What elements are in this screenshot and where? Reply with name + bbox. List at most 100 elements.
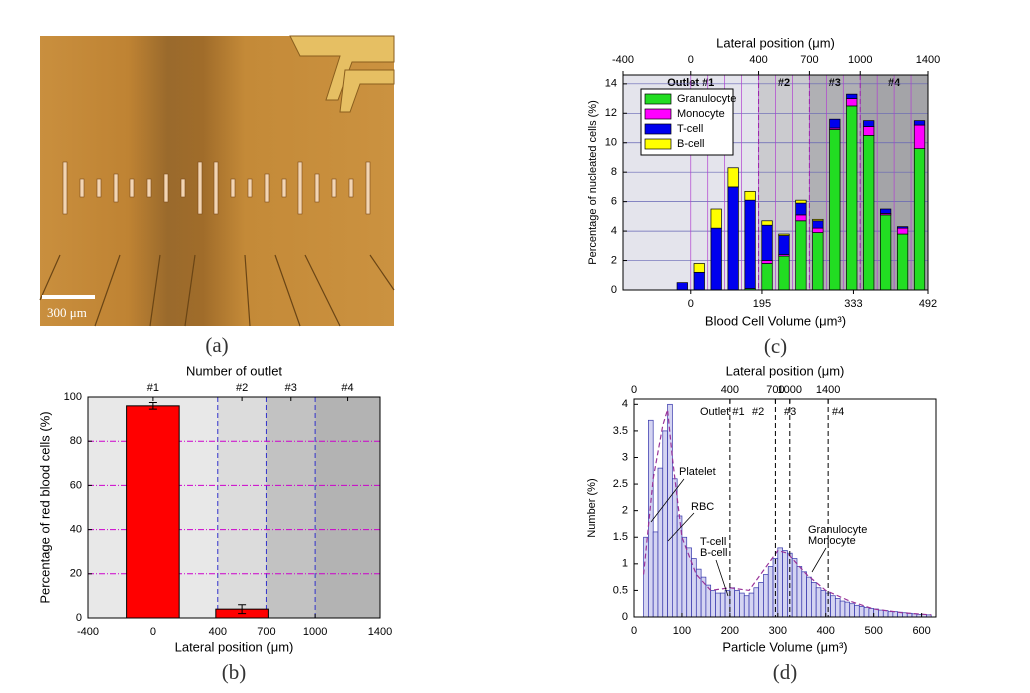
histogram-bar	[820, 590, 827, 618]
y-tick-label: 3	[622, 451, 628, 463]
histogram-bar	[796, 566, 803, 618]
legend-swatch	[644, 108, 672, 120]
y-tick-label: 8	[611, 166, 617, 178]
electrode-bar	[365, 161, 371, 215]
y-tick-label: 4	[622, 398, 628, 410]
bar-segment	[795, 214, 807, 222]
caption: (c)	[764, 334, 787, 358]
legend-swatch	[644, 93, 672, 105]
electrode-bar	[281, 178, 287, 198]
histogram-bar	[849, 603, 855, 618]
x2-tick-label: #3	[285, 382, 297, 394]
bar	[126, 405, 180, 619]
electrode-bar	[348, 178, 354, 198]
x-tick-label: 195	[753, 298, 771, 310]
region-label: #3	[829, 77, 841, 89]
y-tick-label: 80	[70, 435, 82, 447]
x-tick-label: 0	[688, 298, 694, 310]
region-label: #4	[888, 77, 901, 89]
region-label: #2	[778, 77, 790, 89]
histogram-bar	[743, 595, 750, 618]
electrode-bar	[113, 173, 119, 203]
histogram-bar	[858, 606, 865, 618]
histogram-bar	[782, 550, 788, 618]
x2-tick-label: 700	[766, 384, 784, 396]
bar-segment	[761, 224, 773, 261]
x-tick-label: 400	[209, 626, 227, 638]
bar-segment	[710, 227, 722, 291]
y-tick-label: 2	[611, 254, 617, 266]
y-tick-label: 12	[605, 107, 617, 119]
y-tick-label: 60	[70, 479, 82, 491]
x-tick-label: 492	[919, 298, 937, 310]
bar-segment	[812, 232, 824, 291]
x-tick-label: 0	[150, 626, 156, 638]
bar-segment	[812, 218, 824, 222]
x2-tick-label: #4	[341, 382, 353, 394]
histogram-bar	[806, 576, 812, 618]
x2-axis-title: Number of outlet	[186, 363, 282, 378]
bar-segment	[896, 233, 909, 291]
region	[266, 397, 316, 618]
bar-segment	[812, 220, 824, 229]
electrode-bar	[264, 173, 270, 203]
bar-segment	[727, 167, 739, 188]
legend-label: B-cell	[677, 138, 705, 150]
annotation: #3	[784, 406, 796, 418]
electrode-bar	[314, 173, 320, 203]
x-tick-label: 500	[865, 625, 883, 637]
x-tick-label: 1000	[303, 626, 327, 638]
bar-segment	[880, 208, 892, 214]
bar-segment	[913, 148, 926, 291]
histogram-bar	[715, 592, 721, 618]
electrode	[339, 69, 395, 113]
bar-segment	[795, 199, 807, 204]
histogram-bar	[734, 590, 740, 618]
bar-segment	[727, 186, 739, 291]
bar-segment	[846, 98, 858, 107]
scale-bar-label: 300 μm	[47, 305, 87, 320]
annotation: #2	[752, 406, 764, 418]
x-tick-label: 333	[844, 298, 862, 310]
x2-tick-label: 700	[800, 54, 818, 66]
legend-label: T-cell	[677, 123, 703, 135]
error-bar	[238, 604, 247, 615]
histogram-bar	[758, 582, 764, 618]
plot-frame	[633, 398, 937, 618]
bar-segment	[778, 233, 790, 236]
bar-segment	[778, 255, 790, 291]
histogram-bar	[777, 547, 783, 618]
channel-edge	[39, 254, 395, 327]
histogram-bar	[753, 587, 759, 618]
y-tick-label: 6	[611, 196, 617, 208]
y-tick-label: 1	[622, 558, 628, 570]
x2-tick-label: 400	[721, 384, 739, 396]
y-tick-label: 4	[611, 225, 617, 237]
histogram-bar	[825, 592, 831, 618]
histogram-bar	[863, 607, 870, 618]
electrode-bar	[213, 161, 219, 215]
x-tick-label: 0	[631, 625, 637, 637]
bar-segment	[880, 214, 892, 291]
y-tick-label: 2.5	[613, 478, 628, 490]
histogram-bar	[767, 566, 774, 618]
caption: (d)	[773, 660, 798, 684]
electrode-bar	[79, 178, 85, 198]
x-tick-label: 300	[769, 625, 787, 637]
x2-tick-label: #1	[147, 382, 159, 394]
micrograph: 300 μm	[39, 35, 395, 327]
histogram-bar	[686, 547, 692, 618]
histogram-bar	[839, 600, 846, 618]
histogram-bar	[662, 430, 668, 618]
x-tick-label: 400	[817, 625, 835, 637]
histogram-bar	[854, 604, 860, 618]
histogram-bar	[657, 467, 664, 618]
bar-segment	[812, 227, 824, 233]
x2-tick-label: 0	[631, 384, 637, 396]
electrode-bar	[180, 178, 186, 198]
annotation: RBC	[691, 501, 714, 513]
x2-tick-label: 1400	[816, 384, 840, 396]
histogram-bar	[815, 587, 822, 618]
caption: (a)	[205, 333, 228, 357]
